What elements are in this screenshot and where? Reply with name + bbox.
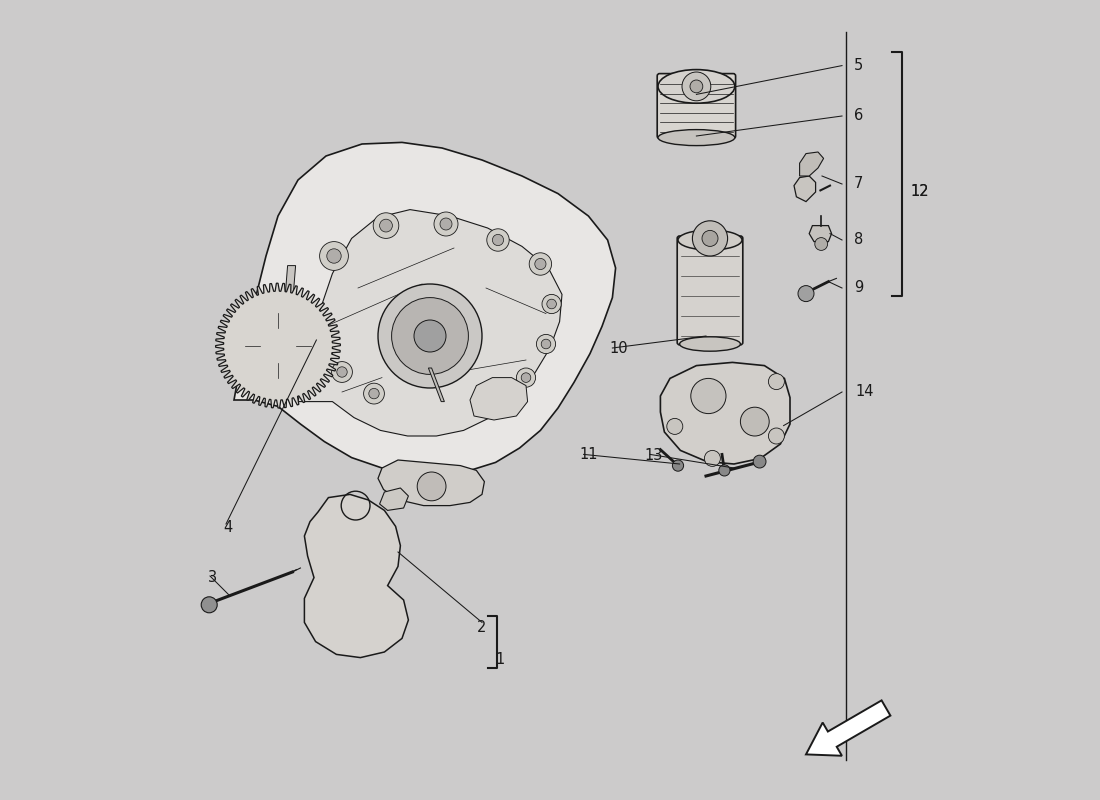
- Ellipse shape: [658, 70, 735, 103]
- Polygon shape: [810, 226, 832, 242]
- Polygon shape: [800, 152, 824, 176]
- Circle shape: [754, 455, 766, 468]
- Circle shape: [392, 298, 469, 374]
- Text: 6: 6: [854, 109, 864, 123]
- Text: 9: 9: [854, 281, 864, 295]
- Circle shape: [718, 465, 730, 476]
- Circle shape: [704, 450, 720, 466]
- Circle shape: [798, 286, 814, 302]
- Circle shape: [261, 328, 296, 363]
- Circle shape: [368, 389, 379, 399]
- Circle shape: [240, 307, 317, 384]
- Text: 5: 5: [854, 58, 864, 73]
- FancyBboxPatch shape: [657, 74, 736, 138]
- Text: 7: 7: [854, 177, 864, 191]
- Circle shape: [682, 72, 711, 101]
- Circle shape: [769, 374, 784, 390]
- FancyBboxPatch shape: [678, 236, 743, 345]
- Text: 12: 12: [910, 185, 928, 199]
- Circle shape: [434, 212, 458, 236]
- Circle shape: [691, 378, 726, 414]
- Text: 12: 12: [910, 185, 928, 199]
- Polygon shape: [216, 283, 340, 408]
- Text: 11: 11: [580, 447, 598, 462]
- Circle shape: [342, 586, 382, 626]
- Text: 4: 4: [223, 521, 233, 535]
- Polygon shape: [470, 378, 528, 420]
- Text: 8: 8: [854, 233, 864, 247]
- Circle shape: [373, 213, 399, 238]
- Circle shape: [672, 460, 683, 471]
- Polygon shape: [378, 460, 484, 506]
- Text: 10: 10: [609, 341, 628, 355]
- Circle shape: [516, 368, 536, 387]
- Polygon shape: [428, 368, 444, 402]
- Circle shape: [542, 294, 561, 314]
- Circle shape: [364, 383, 384, 404]
- Circle shape: [440, 218, 452, 230]
- Circle shape: [535, 258, 546, 270]
- Circle shape: [547, 299, 557, 309]
- Circle shape: [537, 334, 556, 354]
- Circle shape: [201, 597, 217, 613]
- Circle shape: [692, 221, 727, 256]
- FancyArrow shape: [806, 700, 890, 756]
- Circle shape: [379, 219, 393, 232]
- Circle shape: [521, 373, 531, 382]
- Ellipse shape: [678, 230, 743, 250]
- Circle shape: [702, 230, 718, 246]
- Circle shape: [354, 598, 370, 614]
- Circle shape: [815, 238, 827, 250]
- Circle shape: [769, 428, 784, 444]
- Circle shape: [337, 524, 384, 572]
- Text: 1: 1: [496, 653, 505, 667]
- Polygon shape: [794, 176, 815, 202]
- Polygon shape: [234, 142, 616, 474]
- Text: 14: 14: [856, 385, 875, 399]
- Polygon shape: [285, 266, 296, 306]
- Circle shape: [414, 320, 446, 352]
- Text: 3: 3: [208, 570, 217, 585]
- Ellipse shape: [658, 130, 735, 146]
- Polygon shape: [298, 210, 562, 436]
- Circle shape: [378, 284, 482, 388]
- Circle shape: [311, 342, 332, 362]
- Circle shape: [493, 234, 504, 246]
- Circle shape: [337, 366, 348, 378]
- Circle shape: [320, 242, 349, 270]
- Circle shape: [487, 229, 509, 251]
- Circle shape: [690, 80, 703, 93]
- Circle shape: [529, 253, 551, 275]
- Polygon shape: [305, 494, 408, 658]
- Circle shape: [349, 537, 372, 559]
- Text: 13: 13: [645, 449, 663, 463]
- Text: 2: 2: [476, 621, 486, 635]
- Ellipse shape: [680, 337, 740, 351]
- Circle shape: [740, 407, 769, 436]
- Circle shape: [317, 346, 327, 357]
- Circle shape: [417, 472, 446, 501]
- Circle shape: [331, 362, 352, 382]
- Polygon shape: [379, 488, 408, 510]
- Circle shape: [541, 339, 551, 349]
- Circle shape: [327, 249, 341, 263]
- Polygon shape: [660, 362, 790, 464]
- Circle shape: [667, 418, 683, 434]
